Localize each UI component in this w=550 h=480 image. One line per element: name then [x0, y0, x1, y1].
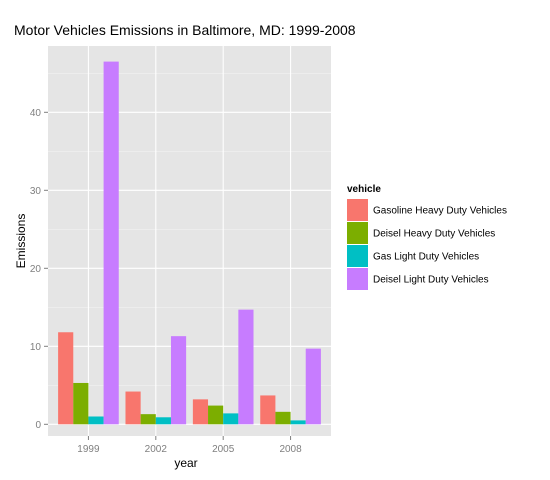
x-tick-label: 2005 [212, 444, 235, 455]
bars [58, 61, 321, 425]
legend-key-3 [347, 245, 368, 267]
y-axis: 0 10 20 30 40 [30, 108, 48, 431]
y-tick-label: 0 [35, 420, 41, 431]
legend-key-1 [347, 199, 368, 221]
legend-title: vehicle [347, 184, 381, 195]
bar-2008-2 [275, 411, 291, 425]
legend-key-4 [347, 268, 368, 290]
bar-2008-1 [260, 395, 276, 425]
x-tick-label: 2002 [145, 444, 168, 455]
legend-label-2: Deisel Heavy Duty Vehicles [373, 229, 495, 240]
plot-panel [48, 46, 331, 436]
bar-2005-3 [223, 413, 239, 425]
y-tick-label: 40 [30, 108, 42, 119]
legend-key-2 [347, 222, 368, 244]
x-axis-title: year [174, 456, 197, 470]
legend: vehicle Gasoline Heavy Duty Vehicles Deis… [347, 184, 507, 290]
x-tick-label: 1999 [77, 444, 100, 455]
bar-1999-4 [103, 61, 119, 425]
bar-2002-4 [170, 336, 187, 425]
bar-2005-1 [192, 399, 209, 425]
y-tick-label: 10 [30, 342, 42, 353]
legend-label-3: Gas Light Duty Vehicles [373, 252, 479, 263]
bar-1999-1 [58, 332, 74, 425]
chart-title: Motor Vehicles Emissions in Baltimore, M… [14, 22, 356, 38]
y-tick-label: 20 [30, 264, 42, 275]
bar-2008-3 [290, 420, 306, 425]
legend-label-1: Gasoline Heavy Duty Vehicles [373, 206, 507, 217]
bar-2008-4 [305, 348, 321, 425]
y-axis-title: Emissions [14, 214, 28, 269]
bar-1999-3 [88, 416, 104, 425]
x-tick-label: 2008 [279, 444, 302, 455]
bar-2005-2 [208, 405, 224, 425]
bar-2002-1 [125, 391, 141, 425]
bar-2005-4 [238, 309, 254, 425]
y-tick-label: 30 [30, 186, 42, 197]
bar-1999-2 [73, 382, 89, 425]
bar-2002-3 [155, 417, 171, 425]
x-axis: 1999 2002 2005 2008 [77, 436, 302, 455]
legend-label-4: Deisel Light Duty Vehicles [373, 275, 489, 286]
bar-2002-2 [140, 414, 156, 425]
